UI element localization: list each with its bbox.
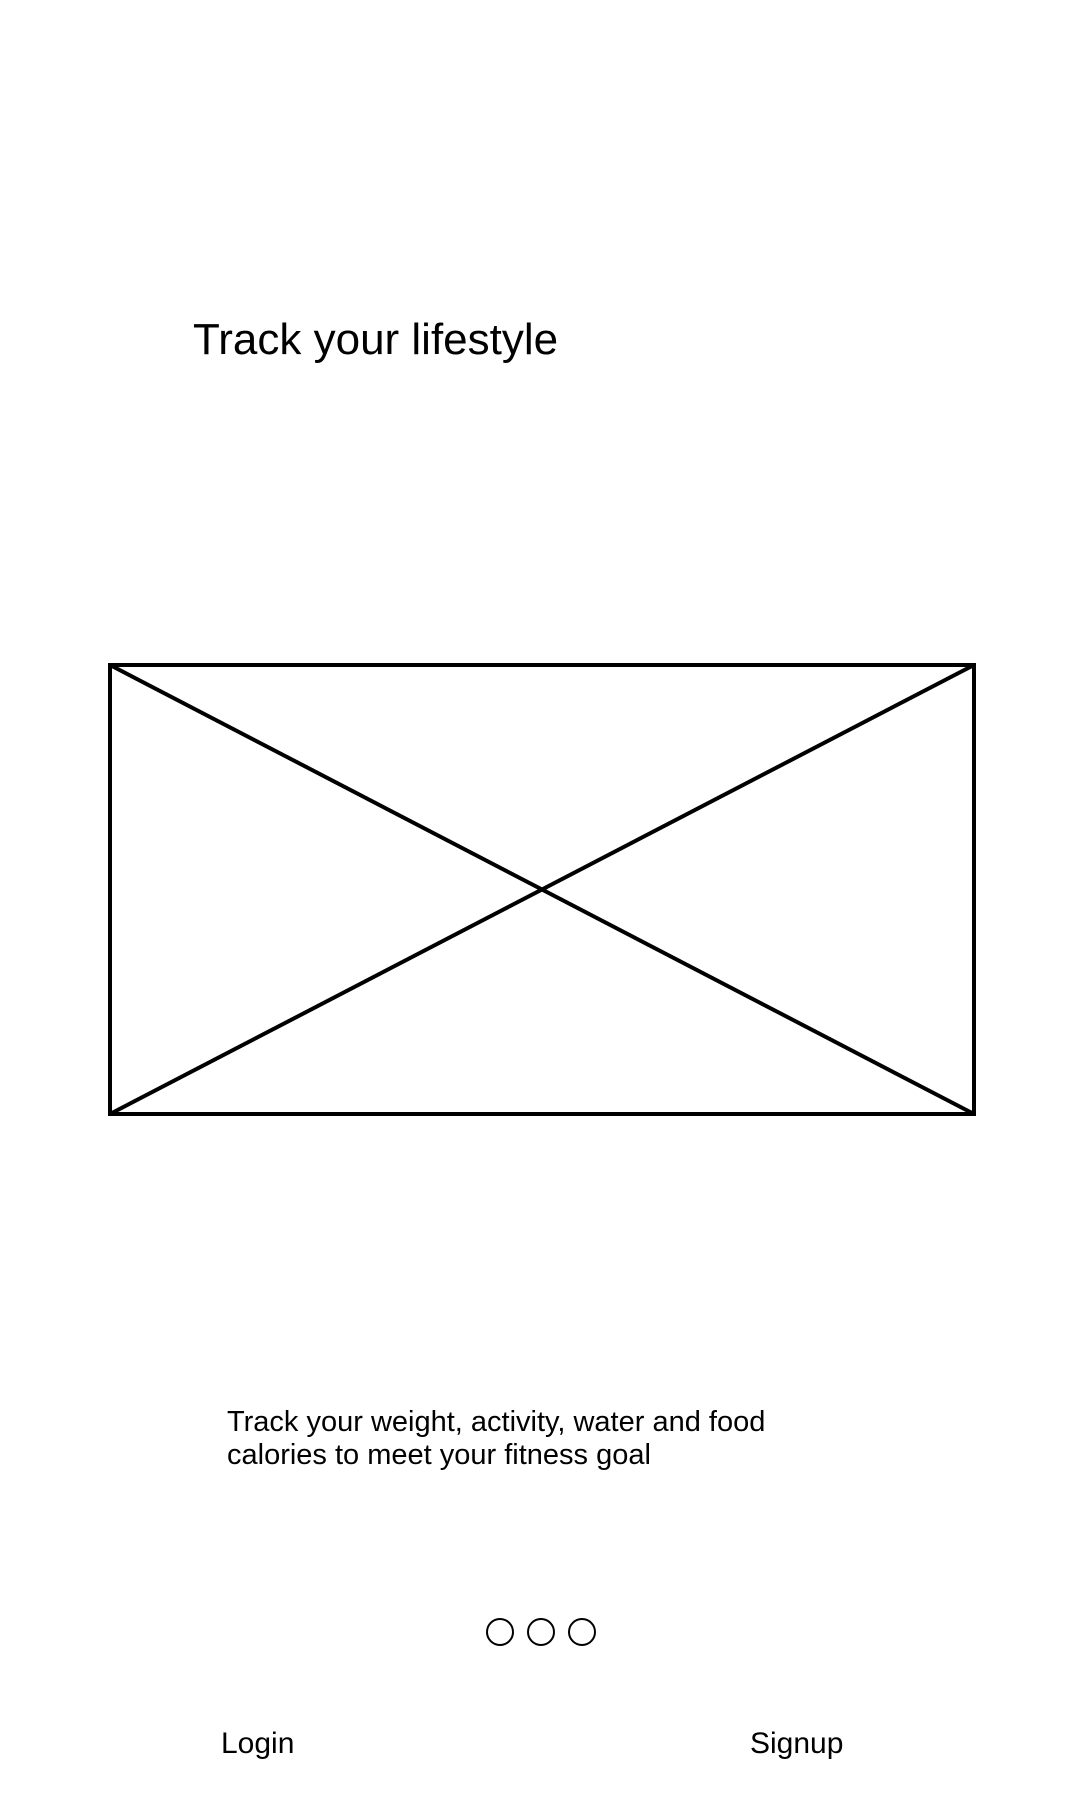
image-placeholder-icon [108,663,976,1116]
page-title: Track your lifestyle [193,315,559,364]
page-indicator-dot[interactable] [568,1618,596,1646]
signup-link[interactable]: Signup [750,1727,844,1760]
image-placeholder [108,663,976,1116]
page-indicator-dot[interactable] [527,1618,555,1646]
page-indicator-dot[interactable] [486,1618,514,1646]
onboarding-description: Track your weight, activity, water and f… [227,1406,766,1471]
login-link[interactable]: Login [221,1727,295,1760]
page-indicator [486,1618,596,1646]
